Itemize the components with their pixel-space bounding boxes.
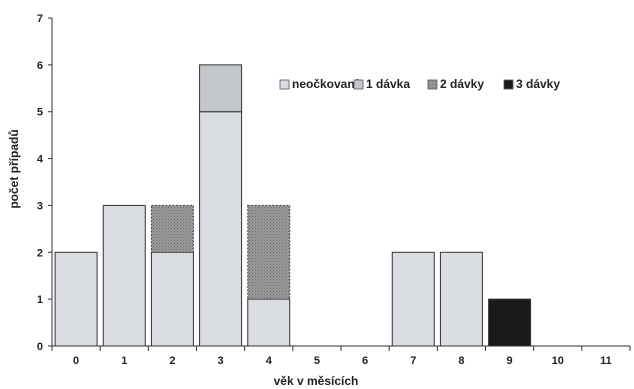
x-tick-label: 7 bbox=[410, 355, 416, 367]
x-tick-label: 1 bbox=[121, 355, 127, 367]
y-tick-label: 1 bbox=[37, 294, 43, 306]
legend-label: 2 dávky bbox=[440, 77, 484, 91]
bar-3-series-1 bbox=[199, 64, 243, 113]
y-tick-label: 2 bbox=[37, 247, 43, 259]
x-axis-title: věk v měsících bbox=[274, 374, 359, 388]
x-tick-label: 0 bbox=[73, 355, 79, 367]
y-tick-label: 4 bbox=[37, 154, 44, 166]
x-tick-label: 4 bbox=[266, 355, 273, 367]
x-tick-label: 11 bbox=[600, 355, 612, 367]
legend-label: neočkovaní bbox=[292, 77, 359, 91]
plot-area: 0 1 2 3 4 5 6 7 0 1 2 3 4 5 6 7 8 9 10 11 bbox=[37, 13, 631, 367]
y-tick-label: 7 bbox=[37, 13, 43, 25]
bar-1-series-0 bbox=[102, 204, 146, 347]
x-tick-label: 3 bbox=[218, 355, 224, 367]
legend-swatch bbox=[427, 79, 438, 90]
bar-3-series-0 bbox=[199, 111, 243, 347]
bar-4-series-0 bbox=[247, 298, 291, 347]
legend: neočkovaní 1 dávka 2 dávky 3 dávky bbox=[279, 77, 560, 91]
y-tick-label: 0 bbox=[37, 341, 43, 353]
x-tick-label: 5 bbox=[314, 355, 320, 367]
bar-0-series-0 bbox=[54, 251, 98, 347]
bar-9-series-3 bbox=[488, 298, 532, 347]
bar-2-series-0 bbox=[150, 251, 194, 347]
bar-4-series-2 bbox=[247, 204, 291, 300]
x-tick-label: 8 bbox=[458, 355, 464, 367]
legend-swatch bbox=[503, 79, 514, 90]
y-tick-label: 3 bbox=[37, 200, 43, 212]
y-axis-title: počet případů bbox=[7, 129, 21, 208]
x-tick-label: 6 bbox=[362, 355, 368, 367]
x-tick-label: 9 bbox=[507, 355, 513, 367]
bar-7-series-0 bbox=[391, 251, 435, 347]
y-tick-label: 5 bbox=[37, 107, 43, 119]
legend-swatch bbox=[353, 79, 364, 90]
legend-label: 3 dávky bbox=[516, 77, 560, 91]
bar-8-series-0 bbox=[439, 251, 483, 347]
x-tick-label: 10 bbox=[552, 355, 564, 367]
legend-swatch bbox=[279, 79, 290, 90]
x-tick-label: 2 bbox=[169, 355, 175, 367]
y-tick-label: 6 bbox=[37, 60, 43, 72]
legend-label: 1 dávka bbox=[366, 77, 410, 91]
bar-2-series-2 bbox=[150, 204, 194, 253]
